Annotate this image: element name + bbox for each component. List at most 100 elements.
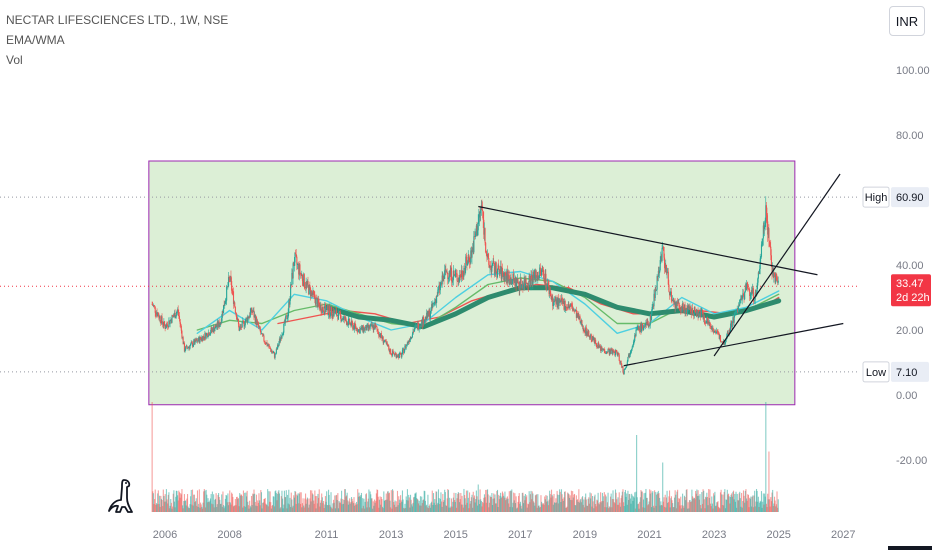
candle-body — [155, 312, 157, 315]
candle-body — [221, 317, 223, 323]
volume-bar — [629, 498, 631, 512]
candle-body — [567, 304, 569, 309]
volume-bar — [394, 500, 396, 512]
volume-bar — [206, 502, 208, 512]
volume-bar — [551, 494, 553, 512]
candle-body — [411, 334, 413, 338]
volume-bar — [739, 498, 741, 512]
volume-bar — [718, 507, 720, 512]
volume-bar — [610, 493, 612, 512]
volume-bar — [186, 494, 189, 512]
candle-body — [224, 303, 226, 306]
volume-bar — [501, 491, 504, 512]
volume-bar — [455, 507, 458, 512]
volume-bar — [431, 501, 433, 512]
scroll-handle[interactable] — [888, 546, 932, 550]
candle-body — [446, 271, 448, 273]
candle-body — [760, 256, 762, 259]
indicator-volume[interactable]: Vol — [6, 53, 23, 67]
candle-body — [416, 324, 418, 326]
candle-body — [442, 275, 444, 281]
candle-body — [185, 346, 187, 351]
candle-body — [381, 337, 383, 339]
candle-body — [353, 325, 355, 330]
volume-bar — [339, 502, 341, 512]
currency-button[interactable]: INR — [889, 6, 925, 36]
candle-body — [186, 345, 188, 348]
symbol-title[interactable]: NECTAR LIFESCIENCES LTD., 1W, NSE — [6, 13, 229, 27]
candle-body — [488, 258, 490, 265]
volume-bar — [234, 499, 236, 512]
trendline[interactable] — [623, 322, 844, 367]
volume-bar — [153, 504, 155, 512]
candle-body — [277, 344, 279, 350]
trendline[interactable] — [713, 173, 841, 357]
candle-body — [295, 254, 297, 257]
volume-bar — [164, 494, 166, 512]
volume-bar — [760, 501, 762, 512]
candle-body — [766, 215, 768, 222]
candle-body — [444, 269, 446, 271]
candle-body — [689, 306, 691, 310]
candle-body — [533, 274, 535, 279]
volume-bar — [217, 495, 219, 512]
candle-body — [754, 299, 756, 301]
x-axis-tick-label: 2013 — [379, 529, 403, 541]
candle-body — [464, 268, 466, 270]
candle-body — [264, 341, 266, 344]
volume-bar — [575, 495, 577, 512]
candle-body — [304, 287, 306, 288]
candle-body — [253, 310, 255, 318]
candle-body — [200, 336, 202, 339]
candle-body — [647, 321, 649, 324]
candle-body — [433, 302, 435, 304]
volume-bar — [390, 507, 392, 512]
candle-body — [436, 295, 438, 297]
candle-body — [192, 345, 194, 347]
candle-body — [373, 325, 376, 330]
candle-body — [434, 299, 436, 303]
volume-bar — [687, 508, 689, 512]
candle-body — [634, 335, 636, 336]
volume-bar — [301, 503, 303, 512]
volume-bar — [344, 489, 346, 512]
volume-bar — [728, 496, 730, 512]
volume-bar — [306, 499, 308, 512]
candle-body — [255, 316, 257, 323]
candle-body — [288, 301, 290, 305]
volume-bar — [751, 496, 753, 512]
volume-bar — [319, 502, 322, 512]
candle-body — [207, 336, 209, 338]
volume-bar — [585, 493, 587, 512]
candle-body — [242, 320, 244, 322]
candle-body — [765, 205, 767, 222]
candle-body — [182, 337, 184, 344]
price-range-box[interactable] — [148, 160, 796, 406]
volume-bar — [626, 504, 628, 512]
volume-bar — [706, 492, 708, 512]
candle-body — [743, 295, 745, 300]
candle-body — [380, 332, 382, 338]
candle-body — [162, 322, 164, 325]
indicator-ema-wma[interactable]: EMA/WMA — [6, 33, 65, 47]
candle-body — [288, 301, 290, 313]
volume-bar — [728, 493, 730, 512]
volume-bar — [511, 507, 513, 512]
candle-body — [469, 262, 471, 263]
candle-body — [378, 333, 381, 337]
volume-bar — [321, 493, 323, 512]
candle-body — [688, 306, 690, 310]
candle-body — [468, 256, 470, 258]
volume-bar — [574, 505, 576, 512]
candle-body — [403, 348, 405, 354]
candle-body — [460, 276, 462, 278]
candle-body — [521, 284, 523, 286]
candle-body — [449, 270, 451, 277]
volume-bar — [690, 501, 692, 512]
candle-body — [223, 304, 225, 306]
trendline[interactable] — [478, 205, 818, 276]
volume-bar — [229, 490, 231, 512]
volume-bar — [203, 491, 205, 512]
